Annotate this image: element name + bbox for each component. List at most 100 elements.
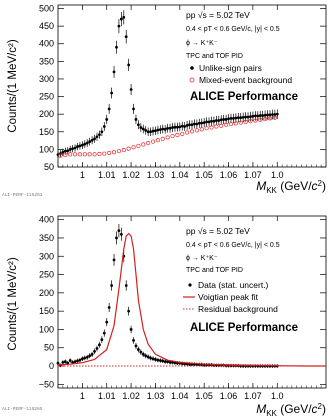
top-data-point (80, 143, 84, 147)
top-y-tick-label: 450 (39, 21, 54, 31)
top-y-tick-label: 50 (44, 162, 54, 172)
top-background-point (111, 150, 117, 155)
top-data-point (105, 118, 109, 121)
top-y-tick-label: 400 (39, 39, 54, 49)
bottom-data-point (83, 356, 87, 360)
bottom-data-point (129, 328, 133, 331)
top-data-point (185, 124, 189, 127)
top-data-point (112, 70, 116, 74)
bottom-x-tick-label: 1.07 (244, 391, 262, 401)
top-data-point (141, 127, 145, 131)
top-background-point (253, 118, 258, 123)
bottom-data-point (144, 354, 148, 358)
top-background-point (258, 117, 263, 122)
bottom-data-point (151, 357, 155, 361)
bottom-data-point (76, 359, 79, 363)
top-data-point (163, 127, 167, 131)
top-y-tick-label: 150 (39, 127, 54, 137)
top-data-point (261, 114, 265, 117)
bottom-y-tick-label: 0 (49, 361, 54, 371)
top-data-point (66, 149, 70, 153)
top-background-point (131, 145, 136, 150)
bottom-data-point (124, 284, 128, 287)
top-data-point (212, 119, 216, 123)
top-background-point (87, 152, 92, 157)
top-legend-mixed-event-marker (189, 77, 195, 83)
top-data-point (151, 129, 155, 133)
top-x-tick-label: 1 (80, 170, 85, 180)
top-legend-decay: ϕ → K⁺K⁻ (186, 40, 218, 47)
top-data-point (219, 118, 223, 122)
bottom-data-point (127, 309, 131, 313)
top-data-point (188, 123, 191, 127)
top-data-point (127, 63, 131, 67)
bottom-legend-pid: TPC and TOF PID (186, 267, 243, 274)
top-background-point (238, 120, 243, 125)
top-axis-ticks: 1 1.01 1.02 1.03 1.04 1.05 1.06 1.07 1.0 50 100 150… (39, 4, 326, 180)
bottom-y-tick-label: 400 (39, 215, 54, 225)
bottom-axis-ticks: 1 1.01 1.02 1.03 1.04 1.05 1.06 1.07 1.0 −50 0 50 10… (39, 215, 326, 401)
top-data-point (197, 121, 201, 125)
top-data-point (134, 118, 138, 121)
top-background-point (102, 151, 107, 156)
top-background-point (194, 128, 199, 133)
top-data-point (119, 17, 123, 21)
top-data-point (102, 125, 106, 128)
top-background-point (121, 148, 126, 153)
top-background-point (214, 124, 219, 129)
bottom-plot-frame (57, 215, 327, 389)
top-x-tick-label: 1.01 (98, 170, 116, 180)
top-data-point (61, 150, 65, 154)
top-background-point (160, 136, 165, 141)
bottom-y-tick-label: −50 (39, 379, 54, 389)
top-data-point (85, 141, 89, 145)
top-background-point (136, 143, 141, 148)
top-data-point (117, 24, 121, 28)
bottom-x-tick-label: 1.0 (271, 391, 284, 401)
top-data-point (180, 124, 184, 128)
top-data-point (149, 130, 152, 134)
top-background-point (155, 138, 160, 143)
top-stamp: ALI-PERF-115261 (2, 192, 43, 198)
bottom-data-point (98, 343, 101, 347)
bottom-data-point (105, 320, 109, 324)
top-background-point (170, 133, 175, 139)
bottom-data-point (146, 355, 150, 359)
bottom-data-point (139, 350, 143, 354)
top-data-point (154, 129, 157, 133)
top-legend-mixed-event-label: Mixed-event background (199, 75, 292, 85)
top-plot-frame (57, 4, 327, 168)
bottom-data-point (88, 354, 92, 358)
bottom-data-point (163, 360, 167, 364)
top-data-marks (56, 10, 279, 159)
top-background-point (219, 123, 224, 128)
top-data-point (202, 121, 206, 125)
bottom-x-tick-label: 1.04 (171, 391, 189, 401)
top-data-point (244, 115, 248, 119)
bottom-data-point (149, 356, 152, 360)
bottom-y-tick-label: 50 (44, 343, 54, 353)
top-background-point (233, 121, 238, 126)
top-data-point (88, 140, 92, 144)
top-data-point (90, 138, 94, 142)
bottom-x-tick-label: 1.02 (122, 391, 140, 401)
top-background-point (146, 141, 151, 146)
bottom-data-marks (56, 224, 326, 368)
top-data-point (93, 137, 96, 141)
top-x-axis-label: MKK (GeV/c2) (256, 179, 326, 195)
bottom-panel: 1 1.01 1.02 1.03 1.04 1.05 1.06 1.07 1.0 −50 0 50 10… (2, 215, 327, 418)
top-data-point (256, 114, 260, 118)
bottom-data-point (63, 360, 67, 364)
top-data-point (207, 120, 211, 124)
top-data-point (222, 118, 226, 121)
top-background-point (224, 122, 229, 127)
bottom-y-tick-label: 150 (39, 306, 54, 316)
bottom-legend-kinematics: 0.4 < pT < 0.6 GeV/c, |y| < 0.5 (186, 242, 280, 249)
bottom-data-point (141, 352, 145, 356)
bottom-legend-voigt-label: Voigtian peak fit (198, 292, 259, 302)
top-legend-kinematics: 0.4 < pT < 0.6 GeV/c, |y| < 0.5 (186, 26, 280, 33)
bottom-data-point (73, 360, 77, 364)
top-panel: 1 1.01 1.02 1.03 1.04 1.05 1.06 1.07 1.0 50 100 150… (2, 4, 327, 198)
top-x-tick-label: 1.04 (171, 170, 189, 180)
top-x-tick-label: 1.0 (271, 170, 284, 180)
